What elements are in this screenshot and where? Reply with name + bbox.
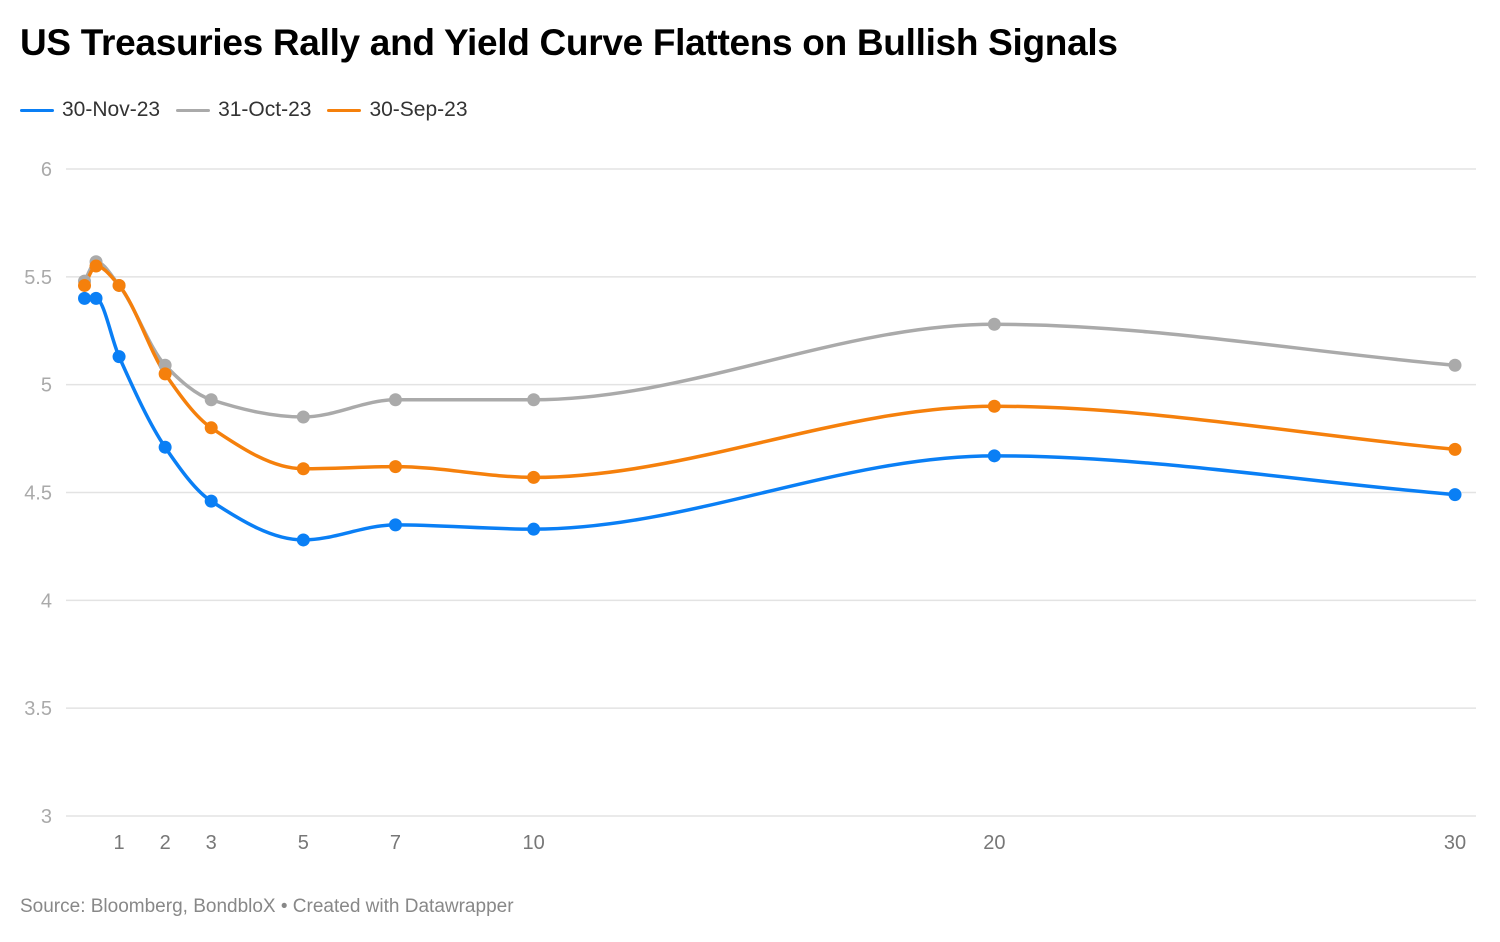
legend-item-nov: 30-Nov-23	[20, 98, 160, 122]
y-tick-label: 6	[41, 159, 52, 181]
x-tick-label: 2	[160, 832, 171, 854]
data-point-30-sep-23[interactable]	[388, 460, 402, 474]
legend-item-sep: 30-Sep-23	[327, 98, 468, 122]
source-note: Source: Bloomberg, BondbloX • Created wi…	[20, 896, 514, 917]
data-point-30-sep-23[interactable]	[112, 278, 126, 292]
series-line-30-sep-23	[82, 264, 1456, 480]
y-tick-label: 3	[41, 806, 52, 828]
legend-swatch-oct	[176, 108, 211, 112]
x-tick-label: 30	[1444, 832, 1466, 854]
data-point-31-oct-23[interactable]	[527, 393, 541, 407]
data-point-31-oct-23[interactable]	[204, 393, 218, 407]
y-tick-label: 4	[41, 590, 52, 612]
legend-item-oct: 31-Oct-23	[176, 98, 311, 122]
x-tick-label: 3	[206, 832, 217, 854]
data-point-31-oct-23[interactable]	[1448, 358, 1462, 372]
data-point-30-sep-23[interactable]	[1448, 442, 1462, 456]
data-point-31-oct-23[interactable]	[987, 317, 1001, 331]
data-point-30-nov-23[interactable]	[1448, 488, 1462, 502]
data-point-30-sep-23[interactable]	[204, 421, 218, 435]
legend-swatch-sep	[327, 108, 362, 112]
y-tick-label: 5.5	[24, 267, 52, 289]
y-tick-label: 4.5	[24, 483, 52, 505]
data-point-30-sep-23[interactable]	[296, 462, 310, 476]
data-point-30-nov-23[interactable]	[527, 522, 541, 536]
data-point-30-sep-23[interactable]	[89, 259, 103, 273]
data-point-30-sep-23[interactable]	[158, 367, 172, 381]
data-point-30-sep-23[interactable]	[987, 399, 1001, 413]
series-points	[78, 255, 1462, 547]
data-point-30-nov-23[interactable]	[112, 350, 126, 364]
legend-label-nov: 30-Nov-23	[62, 98, 161, 121]
x-axis-ticks: 1 2 3 5 7 10 20 30	[114, 832, 1467, 854]
data-point-31-oct-23[interactable]	[388, 393, 402, 407]
y-tick-label: 5	[41, 375, 52, 397]
data-point-30-nov-23[interactable]	[158, 440, 172, 454]
data-point-30-sep-23[interactable]	[527, 470, 541, 484]
data-point-30-sep-23[interactable]	[78, 278, 92, 292]
chart-title: US Treasuries Rally and Yield Curve Flat…	[20, 22, 1118, 63]
legend-swatch-nov	[20, 108, 54, 112]
series-lines	[82, 259, 1456, 542]
data-point-30-nov-23[interactable]	[388, 518, 402, 532]
legend-label-sep: 30-Sep-23	[369, 98, 468, 121]
x-tick-label: 7	[390, 832, 401, 854]
x-tick-label: 10	[523, 832, 545, 854]
legend: 30-Nov-23 31-Oct-23 30-Sep-23	[20, 98, 484, 122]
x-tick-label: 20	[983, 832, 1005, 854]
legend-label-oct: 31-Oct-23	[218, 98, 312, 121]
x-tick-label: 5	[298, 832, 309, 854]
data-point-30-nov-23[interactable]	[296, 533, 310, 547]
y-tick-label: 3.5	[24, 698, 52, 720]
data-point-31-oct-23[interactable]	[296, 410, 310, 424]
data-point-30-nov-23[interactable]	[204, 494, 218, 508]
series-line-30-nov-23	[84, 296, 1456, 542]
data-point-30-nov-23[interactable]	[78, 291, 92, 305]
x-tick-label: 1	[114, 832, 125, 854]
data-point-30-nov-23[interactable]	[89, 291, 103, 305]
series-line-31-oct-23	[82, 259, 1456, 419]
data-point-30-nov-23[interactable]	[987, 449, 1001, 463]
y-axis-ticks: 3 3.5 4 4.5 5 5.5 6	[24, 159, 52, 828]
